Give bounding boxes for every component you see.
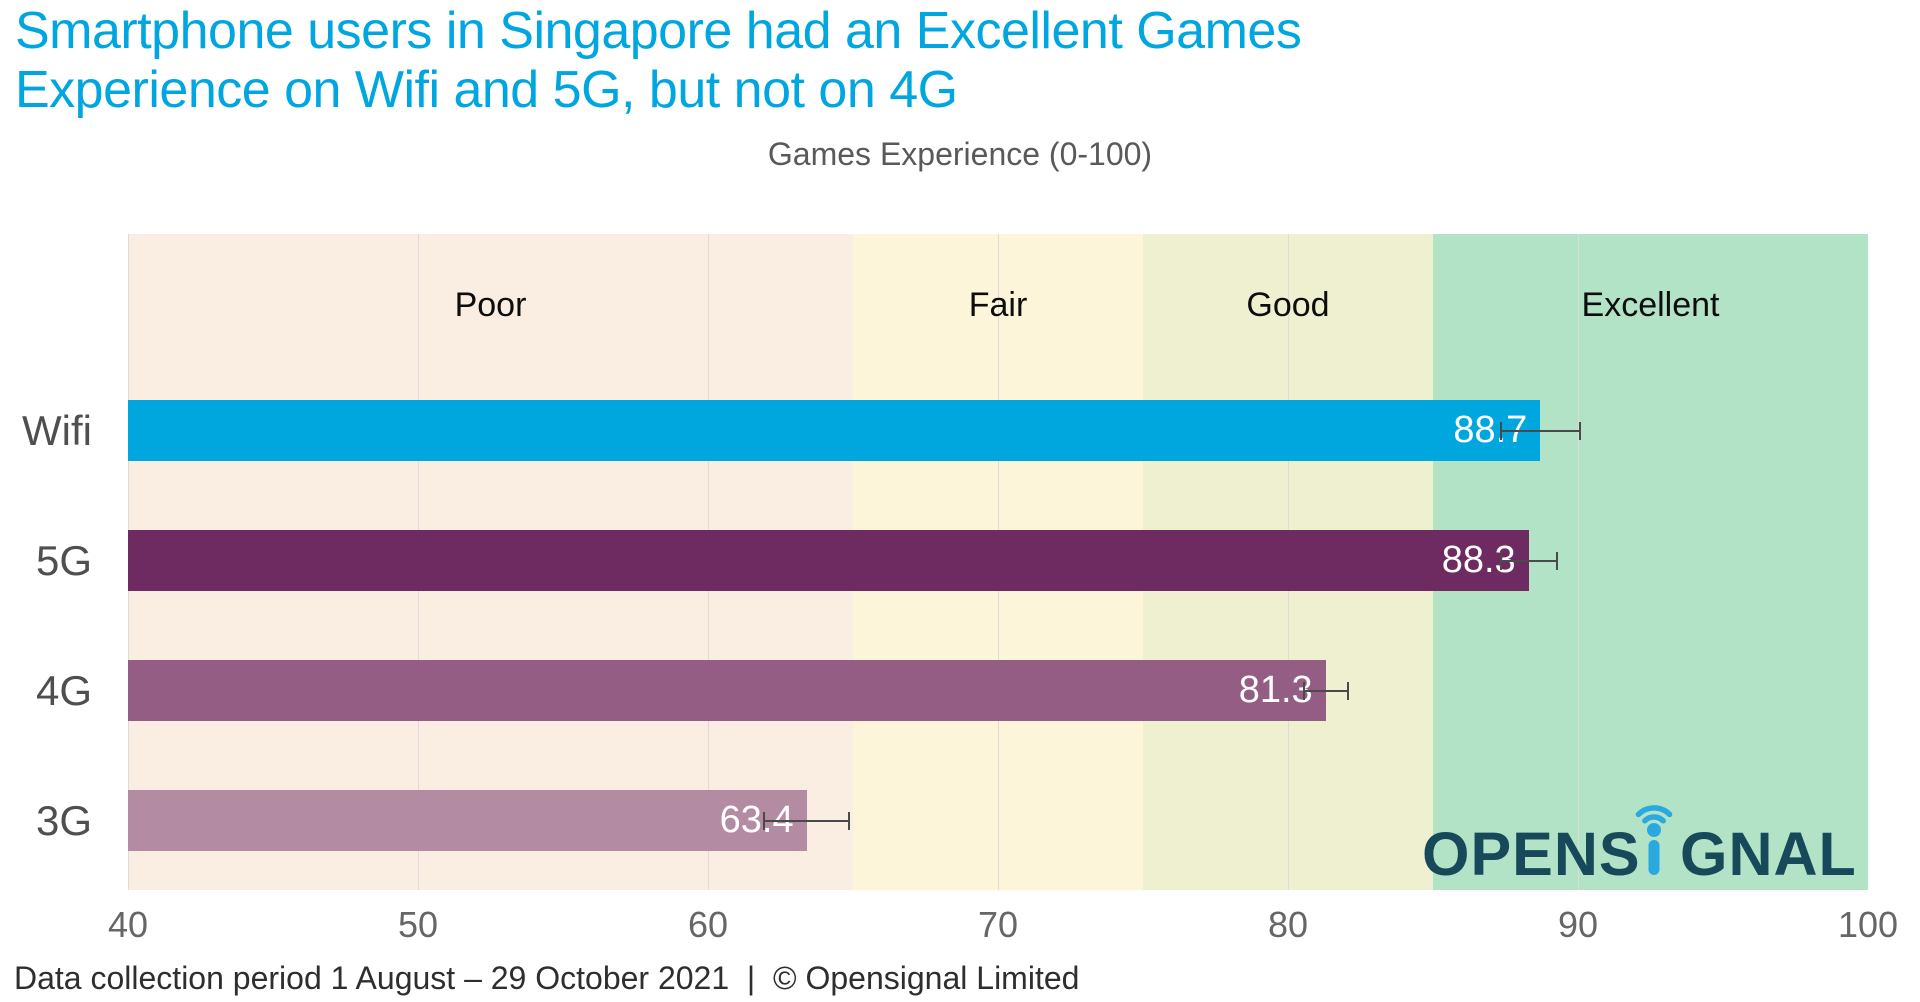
zone-label-good: Good (1246, 286, 1330, 324)
error-bar-capl-3g (763, 811, 766, 830)
x-tick-80: 80 (1267, 904, 1309, 945)
footer-note: Data collection period 1 August – 29 Oct… (14, 960, 1080, 996)
zone-label-excellent: Excellent (1581, 286, 1720, 324)
error-bar-3g (763, 811, 851, 830)
error-bar-5g (1499, 551, 1558, 570)
x-tick-70: 70 (977, 904, 1019, 945)
opensignal-logo: OPENS GNAL (1422, 780, 1858, 888)
plot-area: OPENS GNAL Poor Fair Good Excellent 88.7 88.3… (128, 234, 1868, 890)
error-bar-capl-wifi (1499, 421, 1502, 440)
zone-label-poor: Poor (454, 286, 527, 324)
x-axis: 40 50 60 70 80 90 100 (108, 904, 1898, 948)
error-bar-line-wifi (1499, 429, 1581, 432)
logo-text-opens: OPENS (1422, 820, 1641, 880)
logo-text-gnal: GNAL (1680, 820, 1857, 880)
error-bar-line-4g (1302, 689, 1349, 692)
error-bar-capl-4g (1302, 681, 1305, 700)
y-label-wifi: Wifi (22, 406, 92, 454)
x-tick-40: 40 (107, 904, 149, 945)
wifi-i-icon (1635, 805, 1673, 875)
bar-value-4g: 81.3 (1238, 669, 1313, 711)
error-bar-capr-wifi (1578, 421, 1581, 440)
error-bar-capr-3g (848, 811, 851, 830)
error-bar-wifi (1499, 421, 1581, 440)
y-label-5g: 5G (35, 536, 92, 584)
chart-title-line-2: Experience on Wifi and 5G, but not on 4G (15, 61, 958, 120)
chart-title-line-1: Smartphone users in Singapore had an Exc… (15, 2, 1302, 60)
bar-3g: 63.4 (128, 790, 807, 851)
error-bar-4g (1302, 681, 1349, 700)
chart-title: Smartphone users in Singapore had an Exc… (15, 2, 1302, 121)
gridline-90 (1578, 234, 1579, 890)
error-bar-capr-5g (1555, 551, 1558, 570)
x-tick-50: 50 (397, 904, 439, 945)
bar-wifi: 88.7 (128, 400, 1541, 461)
y-label-4g: 4G (35, 666, 92, 714)
bar-4g: 81.3 (128, 660, 1326, 721)
error-bar-capr-4g (1346, 681, 1349, 700)
zone-label-fair: Fair (968, 286, 1028, 324)
y-axis-labels: Wifi 5G 4G 3G (0, 234, 98, 890)
error-bar-line-5g (1499, 559, 1558, 562)
chart-subtitle: Games Experience (0-100) (767, 136, 1153, 172)
y-label-3g: 3G (35, 796, 92, 844)
error-bar-line-3g (763, 819, 851, 822)
x-tick-90: 90 (1557, 904, 1599, 945)
bar-5g: 88.3 (128, 530, 1529, 591)
error-bar-capl-5g (1499, 551, 1502, 570)
x-tick-60: 60 (687, 904, 729, 945)
x-tick-100: 100 (1837, 904, 1899, 945)
opensignal-logo-graphic: OPENS GNAL (1422, 805, 1857, 888)
